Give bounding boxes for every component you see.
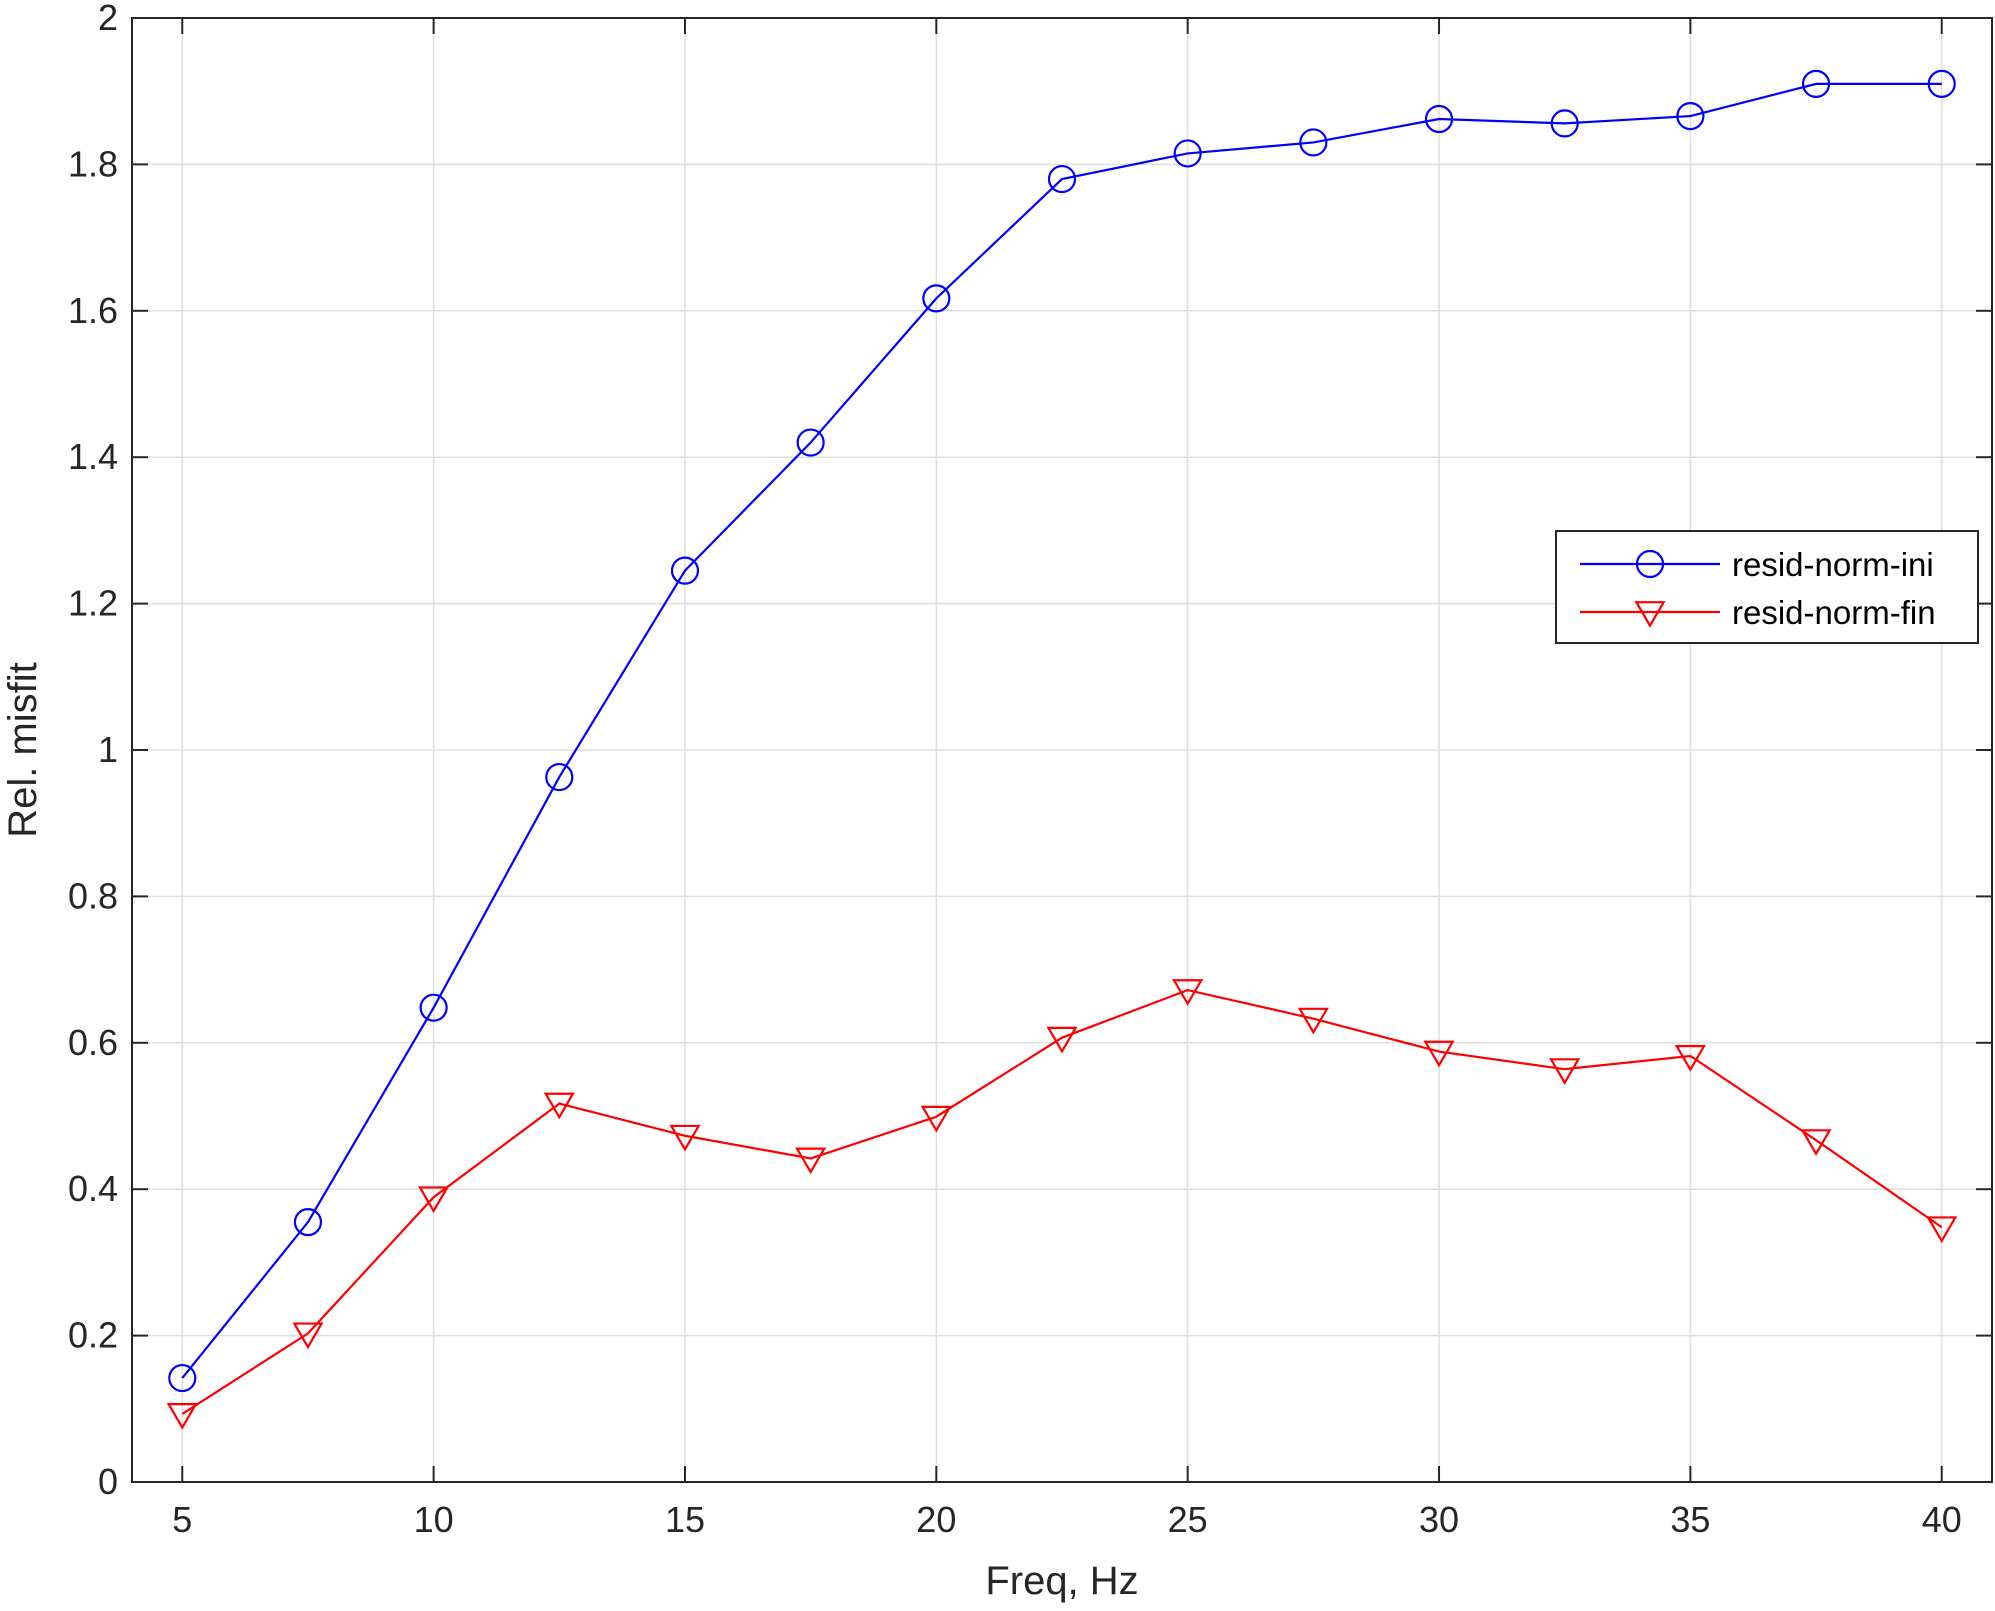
legend-box xyxy=(1555,530,1979,644)
data-point-marker xyxy=(1676,101,1705,131)
y-axis-title: Rel. misfit xyxy=(1,662,45,838)
series-resid-norm-fin xyxy=(166,979,1958,1430)
y-tick-label: 1.2 xyxy=(68,583,118,624)
x-axis-title: Freq, Hz xyxy=(985,1559,1138,1603)
y-tick-label: 2 xyxy=(98,0,118,38)
y-tick-label: 1.4 xyxy=(68,436,118,477)
x-tick-label: 5 xyxy=(172,1499,192,1540)
data-point-marker xyxy=(1424,104,1454,134)
data-point-marker xyxy=(1674,1045,1706,1072)
data-point-marker xyxy=(1173,139,1202,168)
y-tick-label: 1.6 xyxy=(68,290,118,331)
legend-swatch-marker xyxy=(1634,601,1666,628)
x-tick-label: 35 xyxy=(1670,1499,1710,1540)
data-point-marker xyxy=(1550,109,1579,138)
data-point-marker xyxy=(1927,69,1956,98)
data-point-marker xyxy=(1297,1007,1329,1035)
x-tick-label: 40 xyxy=(1922,1499,1962,1540)
y-tick-label: 1 xyxy=(98,729,118,770)
x-tick-label: 25 xyxy=(1168,1499,1208,1540)
series-line xyxy=(181,82,1942,1379)
legend: resid-norm-ini resid-norm-fin xyxy=(1555,530,1979,644)
series-resid-norm-ini xyxy=(168,69,1956,1393)
axis-ticks: 5 10 15 20 25 30 35 40 0 0.2 0.4 0.6 0.8 1 1.2 1.4 1.6 1.… xyxy=(68,0,1992,1540)
x-tick-label: 15 xyxy=(665,1499,705,1540)
y-tick-label: 0 xyxy=(98,1461,118,1502)
data-point-marker xyxy=(1800,1129,1832,1156)
data-point-marker xyxy=(1423,1040,1455,1068)
data-point-marker xyxy=(1172,979,1204,1006)
legend-label: resid-norm-ini xyxy=(1732,546,1934,583)
data-point-marker xyxy=(1926,1216,1958,1244)
data-point-marker xyxy=(1801,69,1831,98)
x-tick-label: 20 xyxy=(916,1499,956,1540)
y-tick-label: 0.4 xyxy=(68,1168,118,1209)
data-point-marker xyxy=(166,1402,198,1430)
y-tick-label: 0.6 xyxy=(68,1022,118,1063)
legend-label: resid-norm-fin xyxy=(1732,594,1936,631)
data-point-marker xyxy=(669,1124,701,1152)
y-tick-label: 1.8 xyxy=(68,143,118,184)
x-tick-label: 30 xyxy=(1419,1499,1459,1540)
data-point-marker xyxy=(795,1147,827,1175)
data-point-marker xyxy=(670,556,700,585)
data-point-marker xyxy=(293,1208,323,1237)
data-point-marker xyxy=(1047,164,1077,194)
data-series xyxy=(166,69,1958,1430)
legend-swatch-marker xyxy=(1635,549,1665,579)
data-point-marker xyxy=(545,762,574,792)
x-tick-label: 10 xyxy=(414,1499,454,1540)
data-point-marker xyxy=(922,284,951,313)
series-line xyxy=(181,988,1943,1415)
data-point-marker xyxy=(1299,128,1328,157)
data-point-marker xyxy=(920,1105,952,1133)
data-point-marker xyxy=(796,428,825,457)
y-tick-label: 0.2 xyxy=(68,1315,118,1356)
data-point-marker xyxy=(543,1092,575,1120)
data-point-marker xyxy=(418,1186,450,1214)
y-tick-label: 0.8 xyxy=(68,875,118,916)
legend-item: resid-norm-fin xyxy=(1580,594,1936,631)
data-point-marker xyxy=(292,1322,324,1350)
data-point-marker xyxy=(1046,1026,1078,1054)
data-point-marker xyxy=(419,993,448,1022)
legend-item: resid-norm-ini xyxy=(1580,546,1934,583)
data-point-marker xyxy=(1549,1058,1581,1085)
data-point-marker xyxy=(168,1363,197,1393)
